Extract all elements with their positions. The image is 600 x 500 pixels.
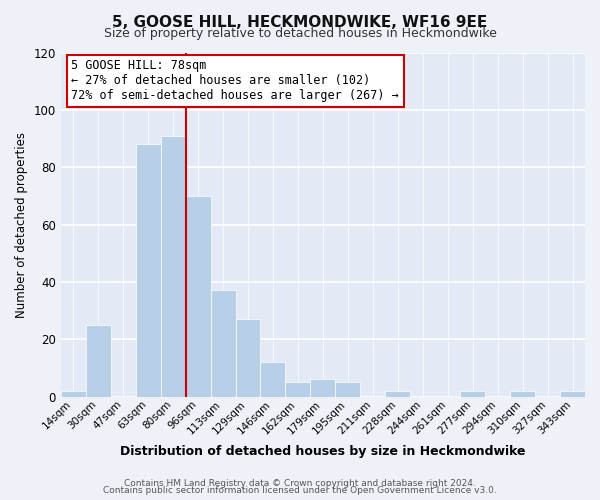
Text: Contains public sector information licensed under the Open Government Licence v3: Contains public sector information licen… — [103, 486, 497, 495]
Bar — [86, 325, 111, 396]
Y-axis label: Number of detached properties: Number of detached properties — [15, 132, 28, 318]
Bar — [385, 391, 410, 396]
Bar — [560, 391, 585, 396]
Bar — [260, 362, 286, 396]
Text: Contains HM Land Registry data © Crown copyright and database right 2024.: Contains HM Land Registry data © Crown c… — [124, 478, 476, 488]
Bar — [211, 290, 236, 397]
Bar — [335, 382, 361, 396]
Bar — [236, 319, 260, 396]
Bar — [510, 391, 535, 396]
Bar — [61, 391, 86, 396]
Bar — [460, 391, 485, 396]
Text: 5 GOOSE HILL: 78sqm
← 27% of detached houses are smaller (102)
72% of semi-detac: 5 GOOSE HILL: 78sqm ← 27% of detached ho… — [71, 60, 399, 102]
Text: Size of property relative to detached houses in Heckmondwike: Size of property relative to detached ho… — [104, 28, 496, 40]
Text: 5, GOOSE HILL, HECKMONDWIKE, WF16 9EE: 5, GOOSE HILL, HECKMONDWIKE, WF16 9EE — [112, 15, 488, 30]
Bar — [136, 144, 161, 397]
Bar — [161, 136, 185, 396]
Bar — [286, 382, 310, 396]
Bar — [310, 380, 335, 396]
Bar — [185, 196, 211, 396]
X-axis label: Distribution of detached houses by size in Heckmondwike: Distribution of detached houses by size … — [120, 444, 526, 458]
